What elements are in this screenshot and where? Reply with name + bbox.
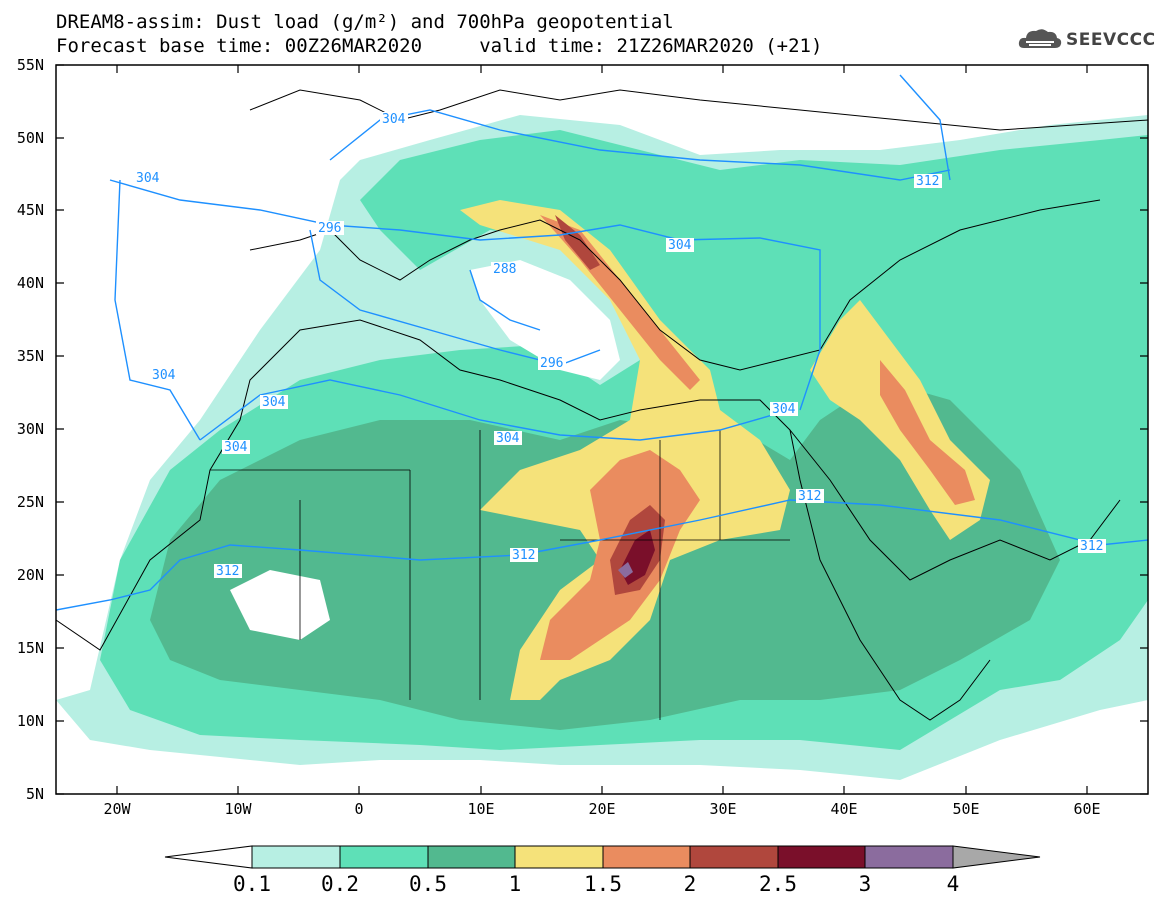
colorbar-swatch — [339, 845, 429, 869]
colorbar-label: 2 — [683, 872, 697, 896]
coast-northeurope — [249, 89, 1148, 131]
colorbar-swatch — [777, 845, 866, 869]
dust-shading — [56, 115, 1148, 780]
contour-label: 312 — [512, 548, 535, 563]
lat-label: 40N — [16, 274, 44, 292]
contour-312-east — [899, 74, 951, 181]
lon-label: 50E — [952, 800, 980, 818]
colorbar-swatch — [514, 845, 604, 869]
lat-label: 55N — [16, 56, 44, 74]
logo-text: SEEVCCC — [1066, 30, 1156, 50]
contour-label: 304 — [136, 171, 160, 186]
contour-label: 304 — [262, 395, 286, 410]
lat-label: 10N — [16, 712, 44, 730]
border-lines — [210, 430, 790, 720]
lat-label: 20N — [16, 566, 44, 584]
contour-label: 304 — [772, 402, 796, 417]
contour-312 — [109, 179, 821, 411]
lon-label: 10E — [467, 800, 495, 818]
colorbar-label: 0.2 — [321, 872, 359, 896]
colorbar-label: 0.5 — [409, 872, 447, 896]
contour-label: 312 — [1080, 539, 1103, 554]
contour-label: 312 — [798, 489, 821, 504]
lon-label: 40E — [830, 800, 858, 818]
lat-label: 50N — [16, 129, 44, 147]
map-title: DREAM8-assim: Dust load (g/m²) and 700hP… — [56, 11, 674, 33]
colorbar-label: 1 — [508, 872, 522, 896]
dust-purple — [618, 562, 633, 578]
contour-304-north — [114, 179, 201, 441]
colorbar-swatch — [689, 845, 779, 869]
lon-label: 20W — [103, 800, 131, 818]
lat-label: 30N — [16, 420, 44, 438]
contour-304 — [199, 379, 791, 441]
colorbar-low-arrow — [164, 845, 253, 869]
contour-label: 296 — [540, 356, 563, 371]
lon-label: 30E — [709, 800, 737, 818]
coast-europe — [249, 199, 1101, 371]
lon-label: 0 — [354, 800, 364, 818]
lon-label: 20E — [588, 800, 616, 818]
contour-label: 304 — [382, 112, 406, 127]
lat-label: 45N — [16, 201, 44, 219]
colorbar-label: 0.1 — [233, 872, 271, 896]
lon-label: 60E — [1073, 800, 1101, 818]
cloud-icon — [1018, 29, 1062, 48]
lat-label: 35N — [16, 347, 44, 365]
colorbar-label: 4 — [946, 872, 960, 896]
contour-label: 304 — [496, 431, 520, 446]
lat-label: 5N — [25, 785, 44, 803]
contour-label: 304 — [668, 238, 692, 253]
colorbar-label: 2.5 — [759, 872, 797, 896]
colorbar-swatch — [864, 845, 954, 869]
seevccc-logo: SEEVCCC — [1018, 26, 1156, 54]
clear-area-west — [230, 570, 330, 640]
axis-ticks — [56, 64, 1148, 795]
colorbar-high-arrow — [952, 845, 1041, 869]
colorbar-swatch — [251, 845, 341, 869]
colorbar-swatch — [602, 845, 691, 869]
contour-label: 304 — [224, 440, 248, 455]
clear-area — [470, 260, 620, 380]
contour-label-group: 304 304 296 288 296 304 304 304 304 304 … — [136, 112, 1104, 579]
forecast-time-line: Forecast base time: 00Z26MAR2020 valid t… — [56, 35, 823, 57]
colorbar-label: 1.5 — [584, 872, 622, 896]
lon-label: 10W — [224, 800, 252, 818]
dust-yellow — [460, 200, 790, 700]
coastlines — [56, 89, 1148, 721]
contour-label: 288 — [493, 262, 516, 277]
contour-label: 304 — [152, 368, 176, 383]
colorbar — [164, 845, 1041, 869]
coast-arabia — [789, 429, 1121, 581]
contour-label: 312 — [916, 174, 939, 189]
contour-288 — [469, 269, 541, 331]
contour-label: 312 — [216, 564, 239, 579]
dust-darkred-north — [555, 215, 600, 270]
dust-orange-north — [540, 215, 700, 390]
colorbar-label: 3 — [858, 872, 872, 896]
lat-label: 15N — [16, 639, 44, 657]
contour-label: 296 — [318, 221, 341, 236]
lat-label: 25N — [16, 493, 44, 511]
colorbar-swatch — [427, 845, 516, 869]
dust-orange-east — [880, 360, 975, 505]
